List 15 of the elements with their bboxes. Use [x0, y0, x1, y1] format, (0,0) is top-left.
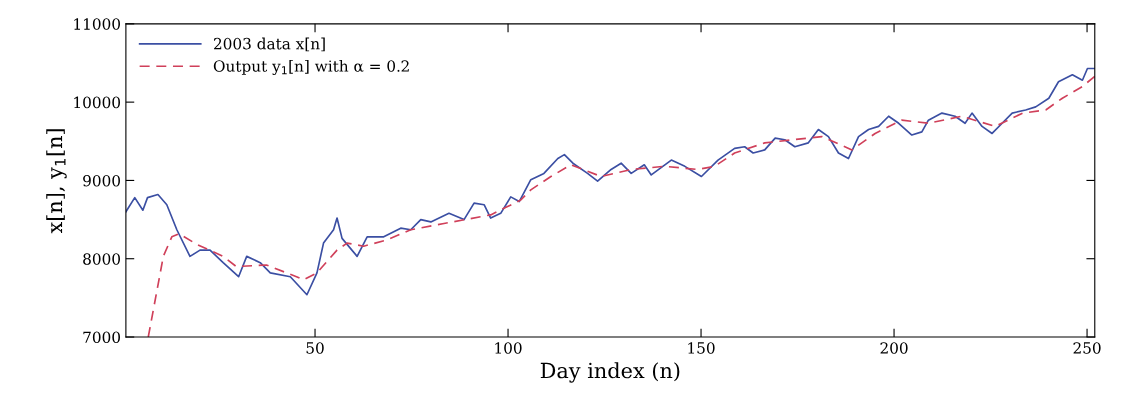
legend-label: Output y$_{1}$[n] with α = 0.2	[213, 60, 409, 76]
y-tick-label: 7000	[83, 331, 121, 344]
x-tick-label: 150	[688, 342, 715, 354]
x-axis-title: Day index (n)	[540, 362, 680, 383]
y-tick-label: 10000	[74, 96, 121, 109]
legend-label: 2003 data x[n]	[214, 37, 325, 52]
y-axis-title: x[n], y$_{1}$[n]	[46, 129, 67, 234]
x-tick-label: 200	[880, 342, 908, 354]
y-tick-label: 9000	[83, 174, 121, 187]
x-tick-label: 250	[1073, 342, 1101, 354]
y-tick-label: 11000	[74, 18, 121, 30]
x-tick-label: 50	[306, 342, 324, 354]
y-tick-label: 8000	[83, 253, 121, 265]
x-tick-label: 100	[495, 342, 522, 354]
line-series	[147, 75, 1095, 338]
